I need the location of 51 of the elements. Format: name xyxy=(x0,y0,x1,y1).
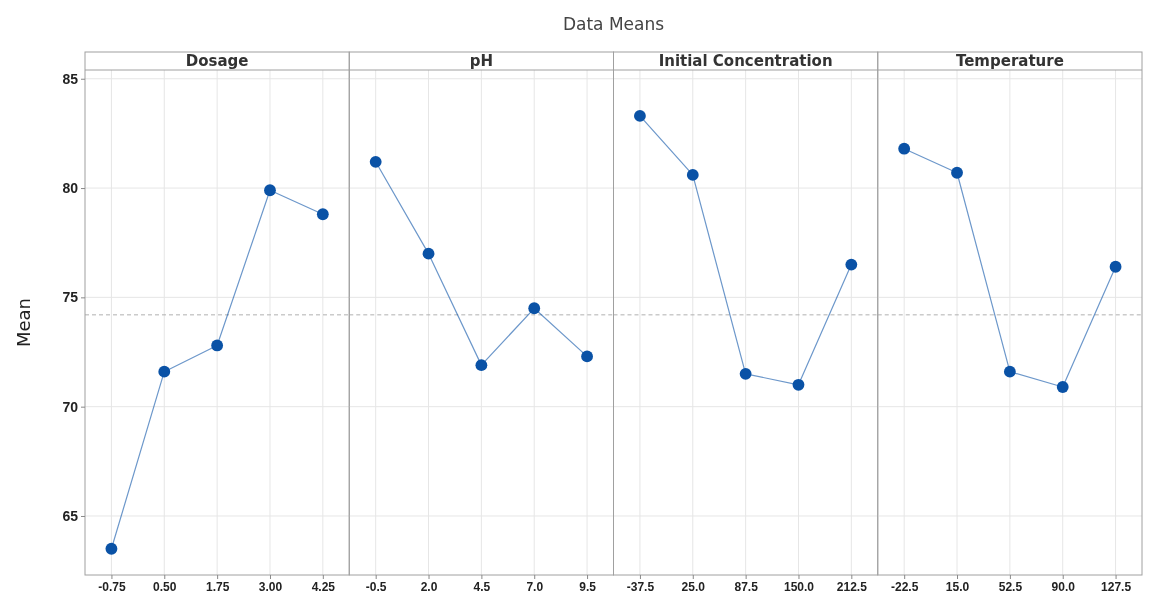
point xyxy=(739,367,752,380)
x-tick-label: 52.5 xyxy=(998,579,1023,592)
point xyxy=(475,359,488,372)
x-tick-label: 9.5 xyxy=(579,579,597,592)
y-tick-label: 80 xyxy=(62,180,79,197)
chart-title: Temperature xyxy=(955,52,1064,70)
x-tick-label: 1.75 xyxy=(205,579,230,592)
x-tick-label: -22.5 xyxy=(891,579,919,592)
point xyxy=(1056,381,1069,393)
point xyxy=(792,378,805,391)
point xyxy=(422,247,435,260)
point xyxy=(105,542,118,555)
point xyxy=(686,169,699,181)
x-tick-label: 4.5 xyxy=(473,579,491,592)
y-tick-label: 70 xyxy=(62,398,79,415)
point xyxy=(951,166,963,179)
x-tick-label: 212.5 xyxy=(836,579,868,592)
point xyxy=(581,350,593,363)
y-tick-label: 65 xyxy=(62,507,79,524)
text: Data Means xyxy=(562,14,665,34)
point xyxy=(369,155,382,168)
point xyxy=(898,142,911,155)
x-tick-label: 15.0 xyxy=(945,579,970,592)
x-tick-label: 127.5 xyxy=(1101,579,1132,592)
point xyxy=(528,302,541,315)
x-tick-label: 3.00 xyxy=(258,579,283,592)
point xyxy=(211,339,224,352)
x-tick-label: -0.5 xyxy=(365,579,387,592)
y-axis-title: Mean xyxy=(13,297,34,348)
point xyxy=(1003,365,1016,378)
x-tick-label: 25.0 xyxy=(681,579,706,592)
point xyxy=(264,184,276,197)
x-tick-label: 4.25 xyxy=(311,579,336,592)
x-tick-label: 0.50 xyxy=(153,579,177,592)
chart-title: pH xyxy=(469,52,494,70)
x-tick-label: 7.0 xyxy=(526,579,544,592)
point xyxy=(634,110,646,122)
point xyxy=(316,208,329,221)
x-tick-label: 90.0 xyxy=(1051,579,1076,592)
y-tick-label: 85 xyxy=(62,70,79,87)
y-tick-label: 75 xyxy=(62,289,79,306)
chart-title: Dosage xyxy=(185,52,249,70)
point xyxy=(1109,260,1122,273)
point xyxy=(158,365,171,378)
x-tick-label: 150.0 xyxy=(783,579,815,592)
chart-title: Initial Concentration xyxy=(658,52,833,70)
x-tick-label: -37.5 xyxy=(626,579,655,592)
point xyxy=(845,258,858,271)
x-tick-label: 87.5 xyxy=(734,579,759,592)
x-tick-label: 2.0 xyxy=(420,579,438,592)
x-tick-label: -0.75 xyxy=(98,579,126,592)
